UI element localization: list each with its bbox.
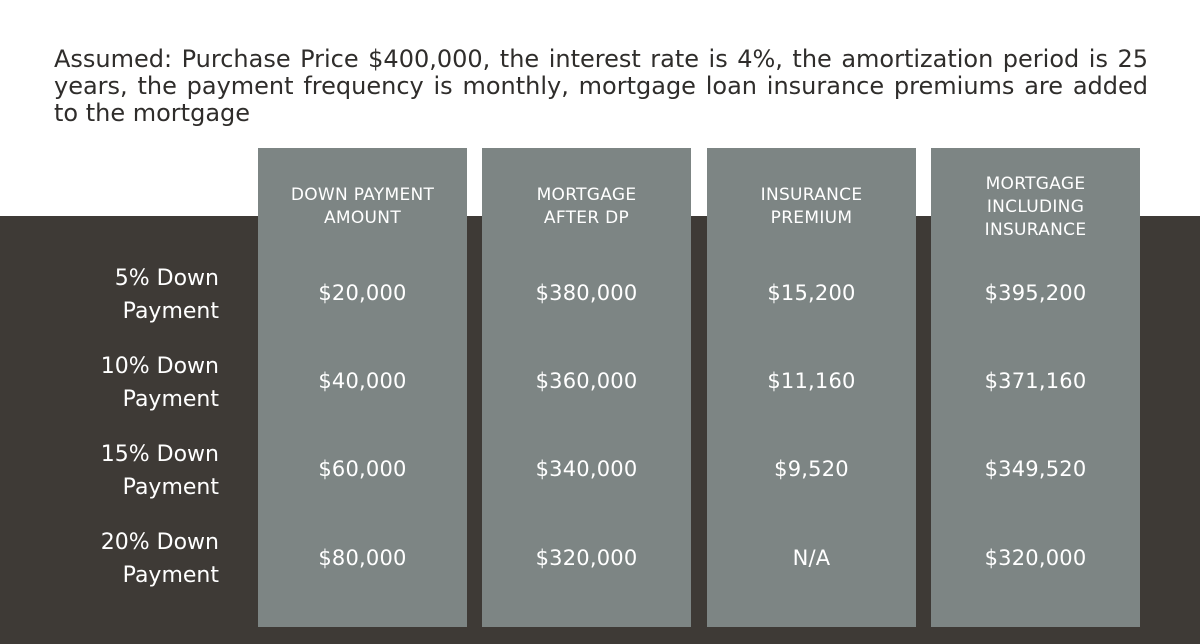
table-cell: $380,000 xyxy=(535,281,638,305)
table-cell: $340,000 xyxy=(535,457,638,481)
column-insurance-premium: INSURANCE PREMIUM $15,200 $11,160 $9,520… xyxy=(707,148,916,627)
row-label-20-percent: 20% Down Payment xyxy=(100,530,219,588)
row-label-5-percent: 5% Down Payment xyxy=(114,266,219,324)
column-header: INSURANCE PREMIUM xyxy=(760,185,863,228)
table-cell: $11,160 xyxy=(767,369,856,393)
table-cell: $80,000 xyxy=(318,546,407,570)
table-cell: $15,200 xyxy=(767,281,856,305)
table-cell: $320,000 xyxy=(984,546,1087,570)
table-cell: $9,520 xyxy=(774,457,849,481)
table-cell: $40,000 xyxy=(318,369,407,393)
table-cell: $395,200 xyxy=(984,281,1087,305)
row-label-10-percent: 10% Down Payment xyxy=(100,354,219,412)
column-down-payment-amount: DOWN PAYMENT AMOUNT $20,000 $40,000 $60,… xyxy=(258,148,467,627)
column-header: DOWN PAYMENT AMOUNT xyxy=(290,185,435,228)
table-cell: $349,520 xyxy=(984,457,1087,481)
column-mortgage-including-insurance: MORTGAGE INCLUDING INSURANCE $395,200 $3… xyxy=(931,148,1140,627)
table-cell: $320,000 xyxy=(535,546,638,570)
assumption-text: Assumed: Purchase Price $400,000, the in… xyxy=(54,45,1148,127)
column-header: MORTGAGE INCLUDING INSURANCE xyxy=(984,173,1087,240)
table-cell: $371,160 xyxy=(984,369,1087,393)
column-mortgage-after-dp: MORTGAGE AFTER DP $380,000 $360,000 $340… xyxy=(482,148,691,627)
table-cell: $360,000 xyxy=(535,369,638,393)
row-label-15-percent: 15% Down Payment xyxy=(100,442,219,500)
table-cell: N/A xyxy=(792,546,831,570)
table-cell: $20,000 xyxy=(318,281,407,305)
table-cell: $60,000 xyxy=(318,457,407,481)
column-header: MORTGAGE AFTER DP xyxy=(536,185,637,228)
